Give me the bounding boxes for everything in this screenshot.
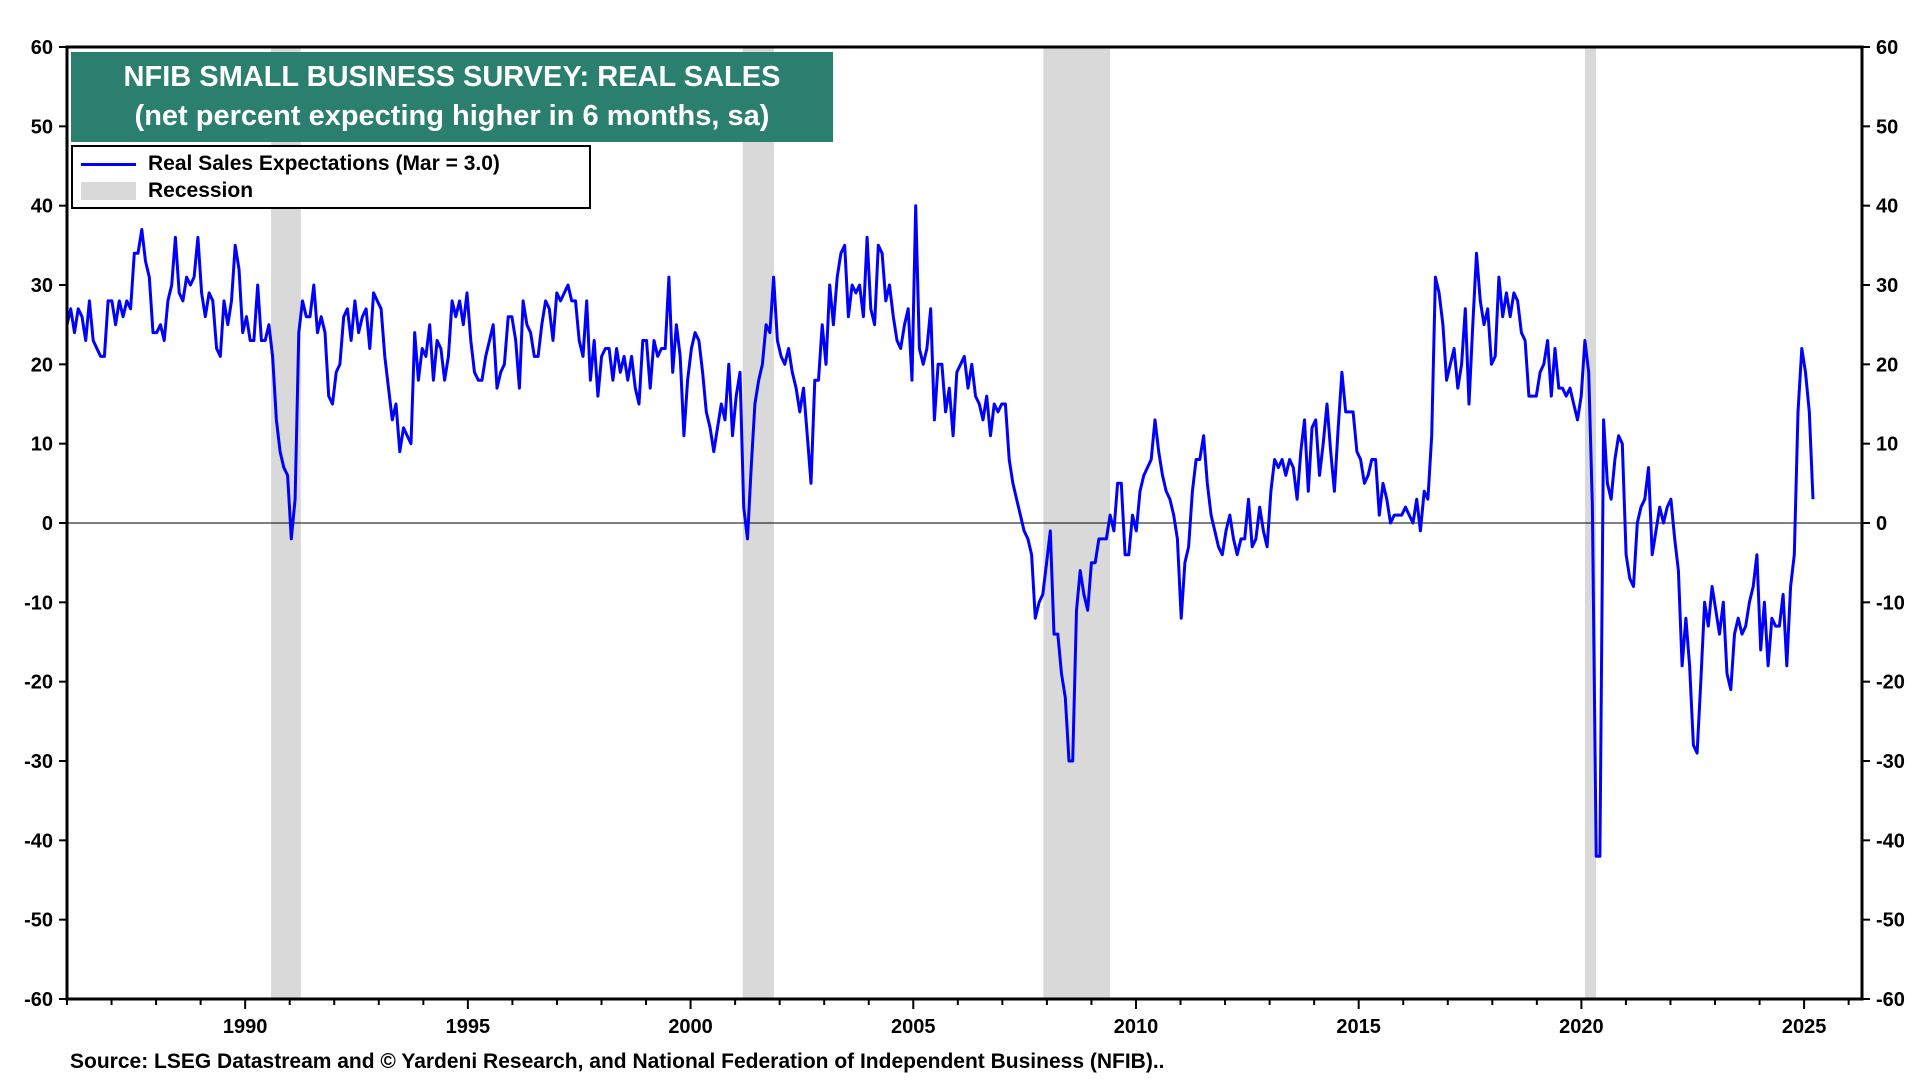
y-tick-label-left: 0 xyxy=(42,513,53,535)
x-tick-label: 2000 xyxy=(668,1016,713,1038)
x-tick-label: 1990 xyxy=(223,1016,268,1038)
source-note: Source: LSEG Datastream and © Yardeni Re… xyxy=(70,1050,1165,1073)
legend: Real Sales Expectations (Mar = 3.0) Rece… xyxy=(71,145,591,209)
y-tick-label-left: -50 xyxy=(24,910,53,932)
legend-item-series: Real Sales Expectations (Mar = 3.0) xyxy=(81,151,500,177)
y-tick-label-right: 0 xyxy=(1876,513,1887,535)
y-tick-label-left: 10 xyxy=(31,434,53,456)
legend-label-series: Real Sales Expectations (Mar = 3.0) xyxy=(148,152,500,175)
y-axis-left: 60 50 40 30 20 10 0 -10 -20 -30 -40 -50 -60 xyxy=(24,37,67,1011)
y-tick-label-right: -60 xyxy=(1876,989,1905,1011)
series-line-real-sales xyxy=(65,204,1815,858)
y-tick-label-right: 20 xyxy=(1876,354,1898,376)
legend-swatch-recession xyxy=(81,182,136,200)
y-tick-label-right: 50 xyxy=(1876,116,1898,138)
y-tick-label-right: 30 xyxy=(1876,275,1898,297)
y-tick-label-right: 40 xyxy=(1876,196,1898,218)
x-tick-label: 1995 xyxy=(446,1016,491,1038)
y-tick-label-right: 10 xyxy=(1876,434,1898,456)
x-tick-label: 2005 xyxy=(891,1016,936,1038)
y-tick-label-left: 60 xyxy=(31,37,53,59)
legend-label-recession: Recession xyxy=(148,179,254,202)
y-tick-label-right: -40 xyxy=(1876,830,1905,852)
y-tick-label-right: -20 xyxy=(1876,672,1905,694)
legend-swatch-series xyxy=(81,162,136,166)
y-tick-label-left: -30 xyxy=(24,751,53,773)
y-tick-label-right: -30 xyxy=(1876,751,1905,773)
y-tick-label-right: 60 xyxy=(1876,37,1898,59)
legend-item-recession: Recession xyxy=(81,178,253,204)
y-tick-label-left: 40 xyxy=(31,196,53,218)
y-tick-label-left: 50 xyxy=(31,116,53,138)
x-tick-label: 2025 xyxy=(1782,1016,1827,1038)
x-axis: 1990 1995 2000 2005 2010 2015 2020 2025 xyxy=(66,999,1850,1038)
y-tick-label-left: 20 xyxy=(31,354,53,376)
chart-title: NFIB SMALL BUSINESS SURVEY: REAL SALES xyxy=(123,61,781,93)
chart-subtitle: (net percent expecting higher in 6 month… xyxy=(134,100,770,132)
y-tick-label-left: -20 xyxy=(24,672,53,694)
x-tick-label: 2015 xyxy=(1336,1016,1381,1038)
y-tick-label-left: -10 xyxy=(24,592,53,614)
y-tick-label-left: 30 xyxy=(31,275,53,297)
y-tick-label-right: -50 xyxy=(1876,910,1905,932)
chart-title-box: NFIB SMALL BUSINESS SURVEY: REAL SALES (… xyxy=(71,52,833,142)
y-axis-right: 60 50 40 30 20 10 0 -10 -20 -30 -40 -50 -60 xyxy=(1862,37,1905,1011)
y-tick-label-left: -60 xyxy=(24,989,53,1011)
x-tick-label: 2010 xyxy=(1114,1016,1159,1038)
x-tick-label: 2020 xyxy=(1559,1016,1604,1038)
y-tick-label-left: -40 xyxy=(24,830,53,852)
y-tick-label-right: -10 xyxy=(1876,592,1905,614)
plot-frame xyxy=(65,45,1864,1001)
